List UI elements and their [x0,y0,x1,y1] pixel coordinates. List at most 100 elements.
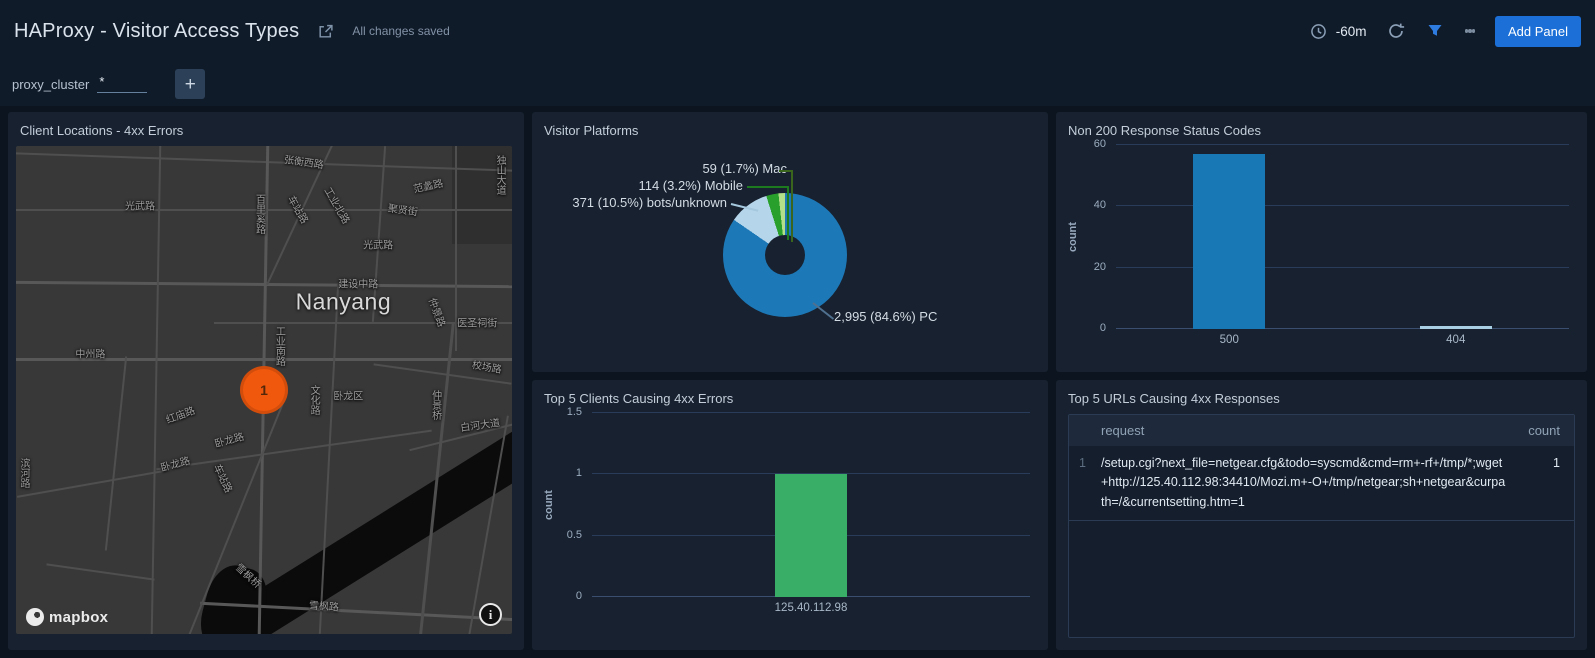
refresh-icon[interactable] [1385,20,1407,42]
share-icon[interactable] [315,21,336,42]
street-label: 雪枫路 [308,600,339,614]
count-cell: 1 [1518,446,1574,522]
road-line [214,321,512,324]
gridline: 0 [1100,322,1569,334]
panel-title-visitor-platforms: Visitor Platforms [544,123,639,138]
street-label: 滨河路 [17,457,29,488]
street-label: 范蠡路 [412,178,444,196]
plot-area: 0 20 40 60 [1094,138,1569,334]
y-tick-label: 60 [1093,138,1106,150]
map-canvas[interactable]: 张衡西路 光武路 光武路 百里奚路 范蠡路 聚贤街 车站路 工业北路 独山大道 建设中路 中州路 医圣… [16,146,512,634]
table-row[interactable]: 1/setup.cgi?next_file=netgear.cfg&todo=s… [1069,446,1574,522]
pie-label-mac: 59 (1.7%) Mac [702,161,787,176]
y-tick-label: 0.5 [566,528,582,541]
panel-title-top-clients: Top 5 Clients Causing 4xx Errors [544,391,734,406]
dashboard-header: HAProxy - Visitor Access Types All chang… [0,0,1595,62]
street-label: 医圣祠街 [457,318,498,330]
panel-visitor-platforms: Visitor Platforms 59 (1.7%) Mac 114 (3.2… [532,112,1048,372]
filter-name-label: proxy_cluster [12,76,90,92]
road-line [150,146,162,634]
street-label: 中州路 [75,349,106,361]
panel-title-client-locations: Client Locations - 4xx Errors [20,123,184,138]
pie-label-pc: 2,995 (84.6%) PC [834,309,938,324]
add-filter-button[interactable]: + [175,69,206,99]
gridline: 60 [1094,138,1569,150]
column-header-count: count [1518,415,1574,446]
filter-icon[interactable] [1425,21,1445,41]
street-label: 仲景桥 [429,389,441,420]
y-tick-label: 20 [1093,260,1106,273]
road-line [454,146,457,351]
panel-title-top-urls: Top 5 URLs Causing 4xx Responses [1068,391,1280,406]
y-tick-label: 0 [1099,322,1106,334]
mapbox-icon [26,608,44,626]
leader-line-pc [812,302,835,320]
plot-area: 0 0.5 1 1.5 [567,406,1030,602]
kebab-menu-icon[interactable] [1463,25,1478,37]
y-tick-label: 0 [575,590,582,602]
y-axis-label: count [543,490,555,520]
donut-hole [765,235,805,275]
panel-title-status-codes: Non 200 Response Status Codes [1068,123,1261,138]
mapbox-wordmark: mapbox [49,608,109,626]
street-label: 光武路 [125,201,155,213]
row-index: 1 [1069,446,1091,522]
road-line [16,151,512,172]
pie-label-bots: 371 (10.5%) bots/unknown [572,195,727,210]
column-header-request: request [1091,415,1519,446]
gridline: 1 [576,467,1030,479]
street-label: 红庙路 [164,405,197,427]
street-label: 张衡西路 [282,154,324,171]
park-shape [452,146,512,244]
panel-top-urls: Top 5 URLs Causing 4xx Responses request… [1056,380,1587,650]
road-line [156,429,432,470]
donut-chart[interactable] [723,193,847,317]
road-line [16,209,512,212]
street-label: 卧龙区 [333,391,364,403]
bar-404[interactable] [1419,325,1492,329]
street-label: 工业北路 [321,185,352,226]
road-line [104,356,128,551]
filter-value-input[interactable]: * [97,75,148,93]
time-range-value: -60m [1335,23,1367,39]
street-label: 百里奚路 [253,194,265,235]
url-table: request count 1/setup.cgi?next_file=netg… [1068,414,1575,638]
bar-125.40.112.98[interactable] [775,474,847,597]
panel-top-clients: Top 5 Clients Causing 4xx Errors count 0… [532,380,1048,650]
request-cell: /setup.cgi?next_file=netgear.cfg&todo=sy… [1091,446,1519,522]
column-header-index [1069,415,1091,446]
x-axis-labels: 125.40.112.98 [592,602,1030,622]
save-status: All changes saved [352,24,450,38]
bar-500[interactable] [1193,154,1266,329]
x-axis-labels: 500 404 [1116,334,1569,354]
gridline: 1.5 [567,406,1030,418]
page-title: HAProxy - Visitor Access Types [14,19,300,42]
street-label: 车站路 [211,462,234,495]
y-tick-label: 1 [575,467,582,480]
gridline: 20 [1094,261,1569,273]
street-label: 白河大道 [459,417,501,435]
city-label: Nanyang [295,288,392,315]
street-label: 独山大道 [494,155,506,196]
mapbox-logo[interactable]: mapbox [26,608,108,626]
leader-line-mobile [787,186,789,240]
street-label: 建设中路 [338,279,379,291]
add-panel-button[interactable]: Add Panel [1495,15,1581,47]
y-axis-label: count [1067,222,1079,252]
x-tick-label: 125.40.112.98 [774,602,848,614]
marker-count: 1 [260,382,268,398]
map-cluster-marker[interactable]: 1 [240,366,288,414]
filter-bar: proxy_cluster * + [0,62,1595,106]
donut-chart-stage: 59 (1.7%) Mac 114 (3.2%) Mobile 371 (10.… [532,112,1048,372]
y-tick-label: 40 [1093,199,1106,212]
x-tick-label: 500 [1219,334,1239,346]
street-label: 卧龙路 [213,431,246,450]
gridline: 40 [1094,199,1569,211]
leader-line-mac [791,170,793,242]
street-label: 光武路 [363,240,394,252]
time-range-control[interactable]: -60m [1308,21,1367,42]
map-attribution-info-icon[interactable] [479,603,502,626]
pie-label-mobile: 114 (3.2%) Mobile [638,178,743,193]
road-line [46,562,155,581]
url-table-body: 1/setup.cgi?next_file=netgear.cfg&todo=s… [1069,446,1574,522]
